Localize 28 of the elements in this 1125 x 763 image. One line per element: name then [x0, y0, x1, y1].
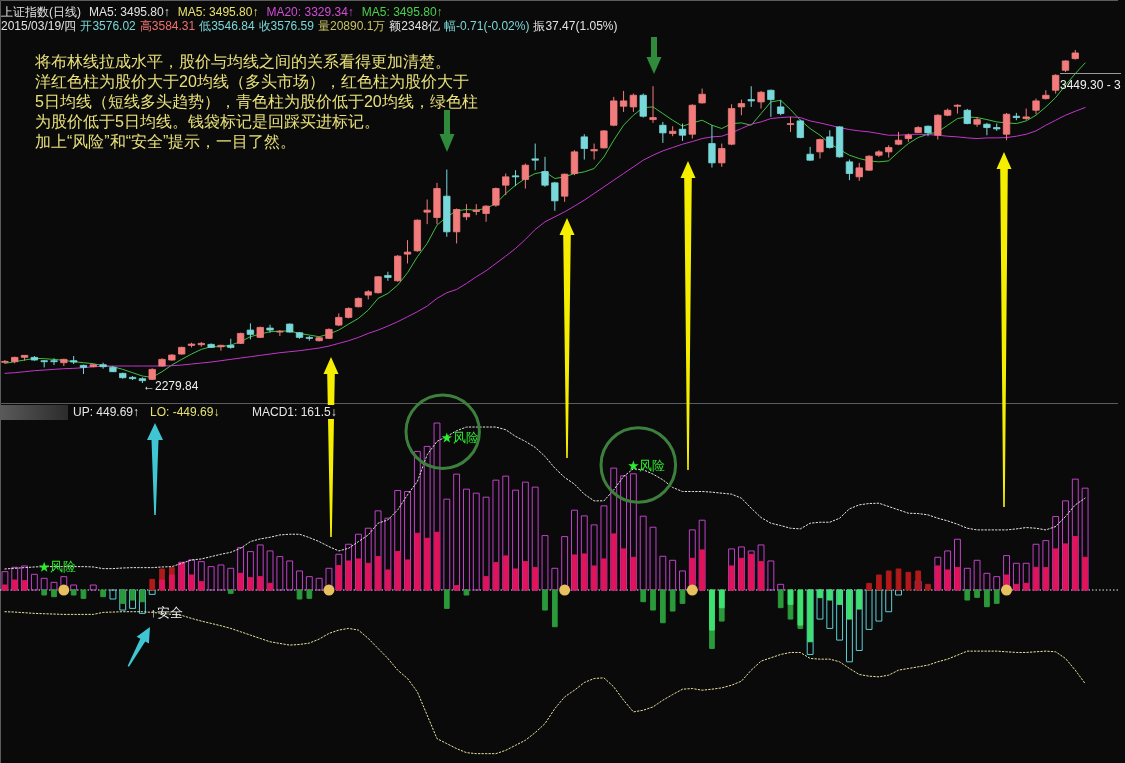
- annotation: ←2279.84: [143, 379, 199, 393]
- chart-title: 上证指数(日线): [1, 5, 81, 19]
- text: 量20890.1万: [317, 19, 386, 33]
- text: 低3546.84: [199, 19, 255, 33]
- text: UP: 449.69↑: [73, 405, 140, 419]
- text: 开3576.02: [80, 19, 136, 33]
- text: 高3584.31: [139, 19, 196, 33]
- annotation: ↑安全: [150, 605, 183, 620]
- annotation: 为股价低于5日均线。钱袋标记是回踩买进标记。: [35, 112, 380, 132]
- text: MA5: 3495.80↑: [361, 5, 443, 19]
- series-label: 风险: [50, 559, 77, 575]
- annotation: 洋红色柱为股价大于20均线（多头市场），红色柱为股价大于: [35, 72, 469, 92]
- text: MA20: 3329.34↑: [266, 5, 354, 19]
- text: 额2348亿: [389, 19, 441, 33]
- text: MACD1: 161.5↓: [252, 405, 337, 419]
- annotation: 加上“风险”和“安全”提示，一目了然。: [35, 132, 297, 152]
- text: 幅-0.71(-0.02%): [444, 19, 530, 33]
- text: 振37.47(1.05%): [533, 19, 618, 33]
- annotation: 将布林线拉成水平，股价与均线之间的关系看得更加清楚。: [35, 52, 451, 72]
- text: MA5: 3495.80↑: [89, 5, 170, 19]
- annotation: 5日均线（短线多头趋势），青色柱为股价低于20均线，绿色柱: [35, 92, 478, 112]
- text: 2015/03/19/四: [1, 19, 77, 33]
- annotation: 3449.30 - 3: [1060, 73, 1121, 92]
- text: 风险: [639, 457, 666, 473]
- text: MA5: 3495.80↑: [177, 5, 259, 19]
- text: LO: -449.69↓: [150, 405, 220, 419]
- text: 风险: [452, 430, 479, 446]
- text: 收3576.59: [258, 19, 314, 33]
